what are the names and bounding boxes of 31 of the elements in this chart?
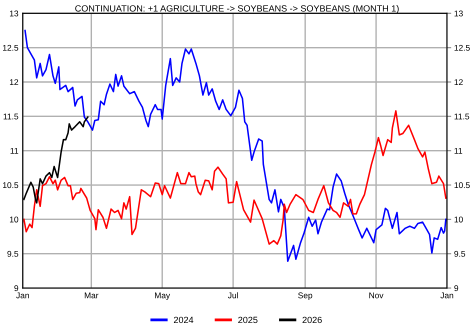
legend-label: 2026 — [302, 316, 322, 324]
x-tick-label: May — [155, 292, 170, 300]
y-tick-label: 11.5 — [4, 114, 18, 120]
y2-tick-label: 10 — [454, 216, 463, 222]
y-tick-label: 12 — [10, 79, 18, 86]
x-tick-label: Jan — [440, 292, 454, 298]
line-series — [23, 110, 447, 245]
y-tick-label: 10 — [10, 216, 18, 222]
x-tick-label: Nov — [369, 292, 384, 298]
y2-tick-label: 13 — [454, 10, 463, 16]
y2-tick-label: 12 — [454, 79, 463, 86]
y2-tick-label: 11.5 — [454, 114, 470, 120]
x-tick-label: Jan — [16, 292, 29, 298]
y-tick-label: 10.5 — [3, 182, 18, 188]
y-tick-label: 11 — [10, 148, 18, 154]
y2-tick-label: 10.5 — [454, 182, 470, 188]
line-series — [24, 30, 447, 262]
x-tick-label: Sep — [298, 292, 312, 300]
x-tick-label: Jul — [228, 292, 238, 298]
legend-label: 2024 — [174, 316, 194, 324]
legend-label: 2025 — [238, 316, 258, 324]
y2-tick-label: 12.5 — [454, 44, 470, 51]
y2-tick-label: 9.5 — [454, 250, 466, 257]
y-tick-label: 12.5 — [3, 44, 18, 51]
x-tick-label: Mar — [84, 292, 98, 298]
y-tick-label: 9.5 — [7, 250, 18, 257]
y-tick-label: 13 — [10, 10, 18, 16]
y2-tick-label: 11 — [454, 148, 462, 154]
y2-tick-label: 9 — [454, 285, 458, 292]
y-tick-label: 9 — [14, 285, 18, 292]
chart-title: CONTINUATION: +1 AGRICULTURE -> SOYBEANS -> SOYBEANS (MONTH 1) — [75, 4, 399, 14]
